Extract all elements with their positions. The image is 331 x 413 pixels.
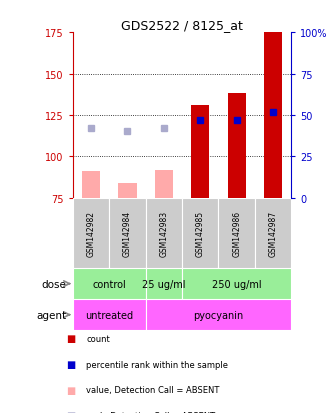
Text: ■: ■ xyxy=(66,359,75,369)
Text: GSM142984: GSM142984 xyxy=(123,210,132,256)
Bar xyxy=(73,299,146,330)
Text: dose: dose xyxy=(41,279,66,289)
Text: pyocyanin: pyocyanin xyxy=(193,310,244,320)
Text: percentile rank within the sample: percentile rank within the sample xyxy=(86,360,228,369)
Bar xyxy=(118,183,137,198)
Text: untreated: untreated xyxy=(85,310,133,320)
Bar xyxy=(109,198,146,268)
Bar xyxy=(146,268,182,299)
Title: GDS2522 / 8125_at: GDS2522 / 8125_at xyxy=(121,19,243,32)
Bar xyxy=(182,198,218,268)
Bar xyxy=(73,198,109,268)
Text: GSM142985: GSM142985 xyxy=(196,210,205,256)
Bar xyxy=(191,106,210,198)
Bar xyxy=(155,170,173,198)
Text: 250 ug/ml: 250 ug/ml xyxy=(212,279,261,289)
Bar xyxy=(146,299,291,330)
Bar xyxy=(146,198,182,268)
Text: GSM142982: GSM142982 xyxy=(86,210,96,256)
Text: GSM142987: GSM142987 xyxy=(268,210,278,256)
Bar xyxy=(255,198,291,268)
Bar xyxy=(264,33,282,198)
Text: ■: ■ xyxy=(66,411,75,413)
Text: GSM142986: GSM142986 xyxy=(232,210,241,256)
Text: ■: ■ xyxy=(66,385,75,395)
Text: value, Detection Call = ABSENT: value, Detection Call = ABSENT xyxy=(86,385,219,394)
Bar xyxy=(82,172,100,198)
Bar xyxy=(182,268,291,299)
Text: agent: agent xyxy=(36,310,66,320)
Text: count: count xyxy=(86,334,110,343)
Text: rank, Detection Call = ABSENT: rank, Detection Call = ABSENT xyxy=(86,411,215,413)
Bar xyxy=(218,198,255,268)
Bar xyxy=(73,268,146,299)
Text: 25 ug/ml: 25 ug/ml xyxy=(142,279,186,289)
Text: ■: ■ xyxy=(66,334,75,344)
Text: control: control xyxy=(92,279,126,289)
Text: GSM142983: GSM142983 xyxy=(159,210,168,256)
Bar xyxy=(228,94,246,198)
